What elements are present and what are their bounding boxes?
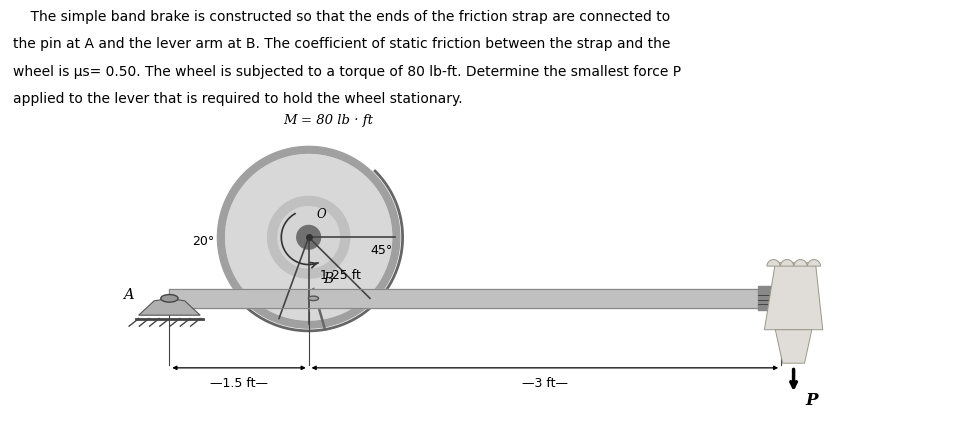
- Text: wheel is μs= 0.50. The wheel is subjected to a torque of 80 lb-ft. Determine the: wheel is μs= 0.50. The wheel is subjecte…: [13, 64, 681, 78]
- Polygon shape: [775, 330, 812, 363]
- Text: 1.25 ft: 1.25 ft: [320, 269, 361, 282]
- Text: —1.5 ft—: —1.5 ft—: [210, 377, 268, 390]
- Polygon shape: [765, 263, 822, 330]
- Polygon shape: [225, 155, 392, 320]
- Text: The simple band brake is constructed so that the ends of the friction strap are : The simple band brake is constructed so …: [13, 10, 670, 24]
- Text: O: O: [316, 208, 325, 221]
- Circle shape: [161, 295, 178, 302]
- Polygon shape: [297, 226, 321, 249]
- Text: A: A: [123, 288, 134, 302]
- Circle shape: [308, 296, 319, 301]
- Text: 45°: 45°: [371, 244, 393, 257]
- Polygon shape: [794, 259, 807, 266]
- Text: 20°: 20°: [193, 235, 215, 248]
- Text: M = 80 lb · ft: M = 80 lb · ft: [283, 114, 373, 128]
- Text: —3 ft—: —3 ft—: [522, 377, 568, 390]
- Polygon shape: [278, 206, 339, 268]
- Polygon shape: [780, 259, 794, 266]
- Polygon shape: [767, 259, 780, 266]
- Polygon shape: [268, 196, 350, 278]
- Polygon shape: [218, 146, 400, 328]
- Polygon shape: [758, 286, 781, 310]
- Text: P: P: [805, 392, 818, 409]
- Text: applied to the lever that is required to hold the wheel stationary.: applied to the lever that is required to…: [13, 92, 462, 106]
- Polygon shape: [807, 259, 820, 266]
- Text: B: B: [323, 272, 333, 286]
- Polygon shape: [139, 298, 200, 315]
- Polygon shape: [169, 289, 789, 308]
- Text: the pin at A and the lever arm at B. The coefficient of static friction between : the pin at A and the lever arm at B. The…: [13, 37, 670, 51]
- Polygon shape: [225, 155, 392, 320]
